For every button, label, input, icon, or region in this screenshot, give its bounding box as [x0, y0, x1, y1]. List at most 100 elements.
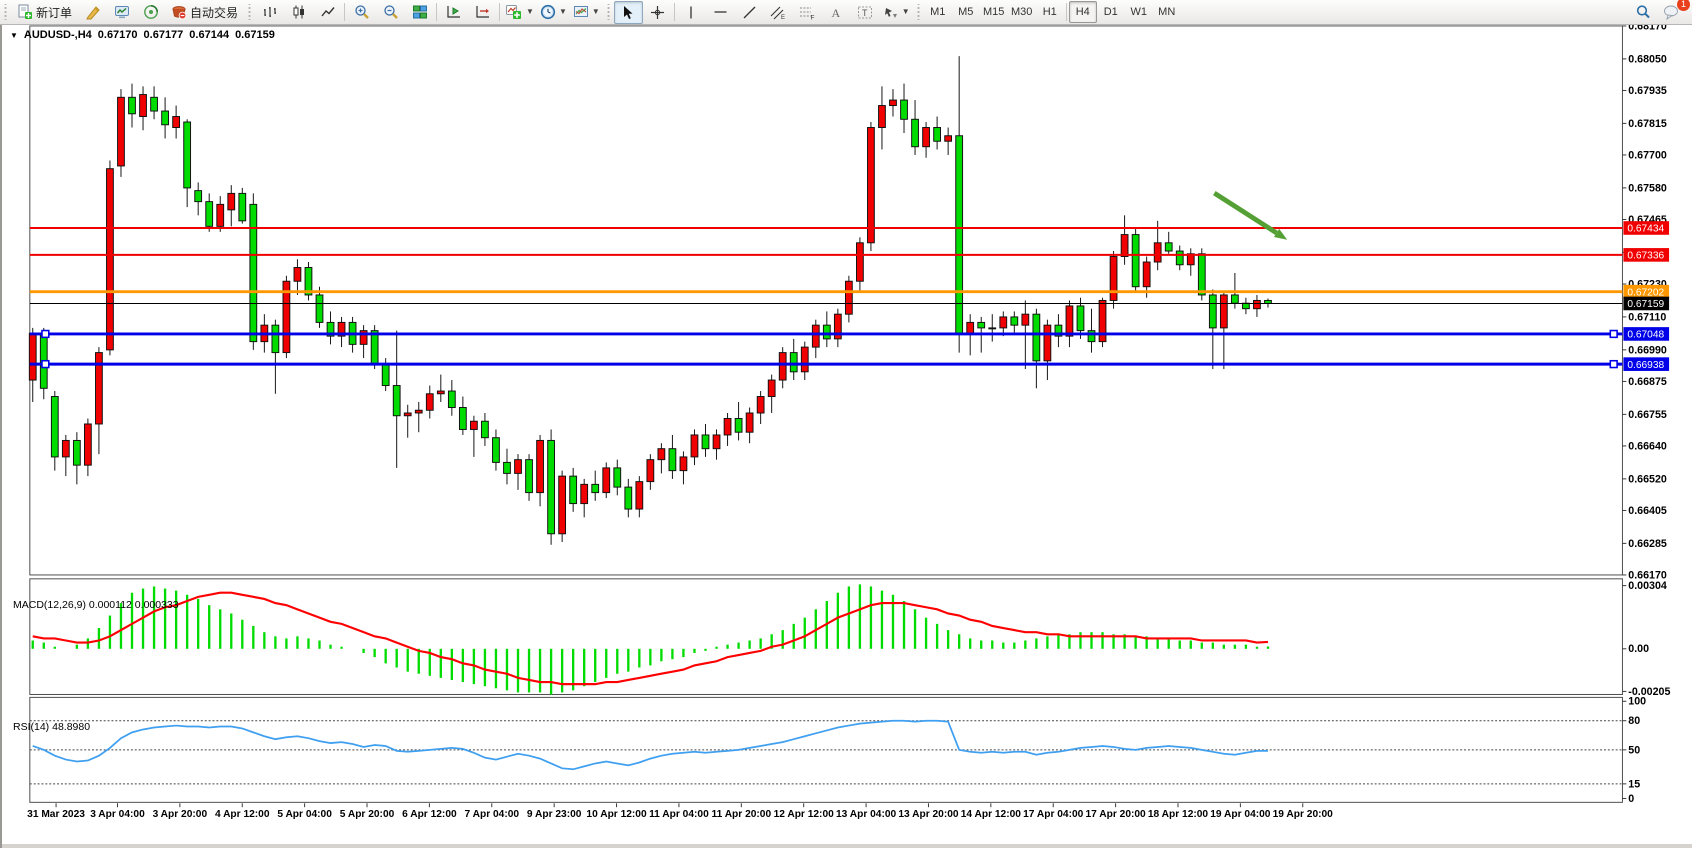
zoom-out-button[interactable]: [376, 1, 405, 24]
text-label-icon: T: [858, 6, 873, 18]
candle-bull: [800, 346, 809, 373]
signals-button[interactable]: [136, 1, 165, 24]
price-tag-label: 0.66938: [1627, 360, 1664, 371]
price-axis-tick-label: 0.66405: [1628, 505, 1667, 517]
candle-bull: [172, 116, 181, 128]
timeframe-button-m5[interactable]: M5: [958, 6, 974, 18]
candle-bear: [370, 330, 379, 365]
candle-bear: [1054, 324, 1063, 337]
timeframe-button-d1[interactable]: D1: [1103, 6, 1118, 18]
symbol-name: AUDUSD-,H4: [23, 29, 92, 41]
line-handle[interactable]: [1609, 359, 1618, 369]
toolbar-separator: [673, 3, 675, 21]
timeframe-button-m1[interactable]: M1: [930, 6, 946, 18]
timeframe-button-m15[interactable]: M15: [983, 6, 1005, 18]
price-tag-0.67202: [1623, 284, 1670, 299]
line-handle[interactable]: [1609, 329, 1618, 339]
bar-chart-icon: [263, 7, 276, 17]
timeframe-button-h4[interactable]: H4: [1068, 1, 1097, 23]
date-axis-label: 13 Apr 04:00: [836, 809, 897, 820]
candle-bear: [458, 407, 467, 430]
crosshair-tool-button[interactable]: [643, 1, 672, 24]
price-tag-label: 0.67336: [1627, 251, 1664, 262]
candle-bull: [999, 316, 1008, 329]
candle-bear: [900, 99, 908, 120]
candle-bear: [492, 437, 500, 463]
toolbar-grip[interactable]: [3, 4, 8, 20]
price-tag-0.67159: [1623, 296, 1670, 311]
tile-windows-button[interactable]: [405, 1, 434, 24]
candle-bull: [1253, 299, 1261, 310]
line-handle[interactable]: [41, 359, 50, 369]
line-chart-button[interactable]: [313, 1, 342, 24]
annotation-arrow-shaft[interactable]: [1213, 191, 1278, 235]
candle-bull: [922, 127, 930, 148]
candlestick-chart-button[interactable]: [284, 1, 313, 24]
chart-shift-button[interactable]: [468, 1, 497, 24]
zoom-in-button[interactable]: [347, 1, 376, 24]
price-axis-tick-label: 0.68170: [1628, 24, 1667, 32]
candle-bear: [271, 324, 280, 354]
main-pane[interactable]: [29, 25, 1623, 576]
candle-bear: [150, 96, 158, 112]
date-axis-label: 11 Apr 04:00: [649, 809, 709, 820]
candle-bear: [1242, 302, 1250, 310]
search-button[interactable]: [1628, 1, 1657, 24]
arrows-tool-button[interactable]: ▼: [880, 1, 913, 24]
svg-text:T: T: [862, 8, 868, 18]
notifications-button[interactable]: 1: [1657, 0, 1690, 24]
timeframe-button-h1[interactable]: H1: [1042, 6, 1057, 18]
symbol-dropdown-icon[interactable]: ▼: [10, 30, 18, 40]
timeframe-button-m30[interactable]: M30: [1011, 6, 1033, 18]
timeframe-button-w1[interactable]: W1: [1130, 6, 1147, 18]
candle-bear: [668, 448, 677, 472]
chart-canvas[interactable]: 0.68170 0.68050 0.67935 0.67815 0.67700 0.675…: [2, 24, 1692, 848]
vline-tool-button[interactable]: [677, 1, 706, 24]
date-axis-label: 13 Apr 20:00: [898, 809, 959, 820]
macd-axis-tick-label: 0.00: [1628, 643, 1649, 655]
candle-bull: [856, 242, 864, 282]
date-axis-label: 19 Apr 20:00: [1273, 809, 1334, 820]
fibonacci-tool-button[interactable]: F: [793, 1, 822, 24]
text-tool-button[interactable]: A: [822, 1, 851, 24]
trendline-tool-button[interactable]: [735, 1, 764, 24]
hline-tool-button[interactable]: [706, 1, 735, 24]
terminal-button[interactable]: [107, 1, 136, 24]
auto-scroll-button[interactable]: [439, 1, 468, 24]
candle-bull: [844, 280, 853, 315]
candle-bull: [470, 420, 478, 430]
candle-bear: [315, 294, 324, 323]
cursor-icon: [624, 5, 633, 19]
bar-chart-button[interactable]: [255, 1, 284, 24]
templates-button[interactable]: ▼: [570, 1, 603, 24]
candle-bull: [139, 94, 147, 118]
toolbar-grip[interactable]: [247, 4, 253, 20]
candle-bull: [1219, 294, 1228, 329]
chart-window[interactable]: 0.68170 0.68050 0.67935 0.67815 0.67700 0.675…: [0, 24, 1692, 848]
indicators-button[interactable]: ▼: [502, 1, 537, 24]
new-order-button[interactable]: 新订单: [11, 1, 78, 24]
annotation-arrow-head[interactable]: [1273, 228, 1288, 240]
channel-tool-button[interactable]: E: [764, 1, 793, 24]
date-axis-label: 10 Apr 12:00: [586, 809, 647, 820]
price-tag-label: 0.67202: [1627, 287, 1664, 298]
chat-bubble-icon: [1664, 5, 1678, 20]
text-label-tool-button[interactable]: T: [851, 1, 880, 24]
toolbar-grip[interactable]: [915, 4, 921, 20]
date-axis-label: 14 Apr 12:00: [961, 809, 1022, 820]
toolbar-grip[interactable]: [605, 4, 611, 20]
candle-bull: [1109, 256, 1118, 301]
rsi-axis-tick-label: 80: [1628, 715, 1640, 727]
rsi-line: [32, 719, 1268, 771]
candle-bull: [337, 321, 346, 337]
cursor-tool-button[interactable]: [613, 0, 643, 24]
candle-bull: [558, 475, 567, 535]
line-handle[interactable]: [41, 329, 50, 339]
periods-button[interactable]: ▼: [537, 1, 570, 24]
candle-bear: [624, 486, 633, 510]
styler-button[interactable]: [78, 1, 107, 24]
candle-bear: [977, 321, 986, 329]
price-axis-tick-label: 0.67815: [1628, 118, 1667, 130]
autotrading-button[interactable]: 自动交易: [165, 1, 244, 24]
timeframe-button-mn[interactable]: MN: [1158, 6, 1176, 18]
